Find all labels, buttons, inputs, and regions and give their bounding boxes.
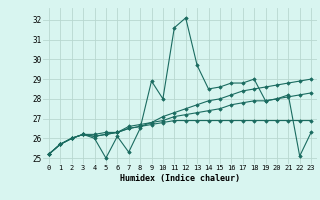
X-axis label: Humidex (Indice chaleur): Humidex (Indice chaleur) <box>120 174 240 183</box>
